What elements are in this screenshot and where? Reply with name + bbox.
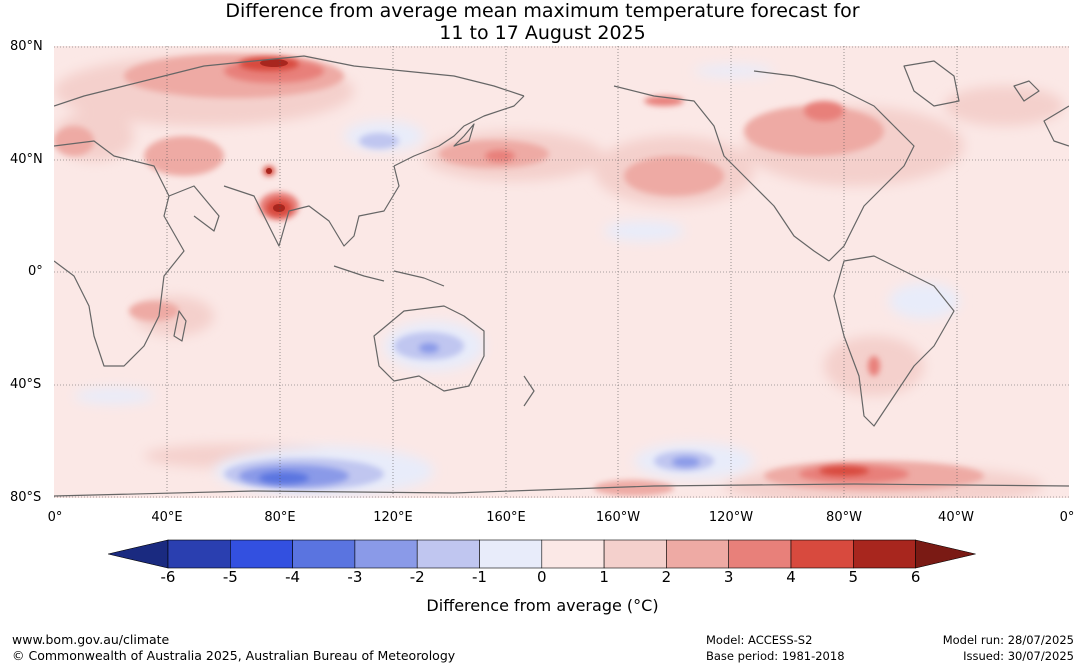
colorbar-tick-label: -3 [347, 568, 363, 586]
lat-label-40s: 40°S [10, 377, 42, 392]
colorbar-tick-label: 1 [599, 568, 609, 586]
lon-label-40e: 40°E [151, 510, 183, 525]
colorbar-tick-label: 6 [910, 568, 921, 586]
footer-model: Model: ACCESS-S2 [706, 633, 813, 647]
colorbar-extend-low [108, 539, 169, 569]
colorbar-tick-label: 0 [537, 568, 547, 586]
footer-model-run: Model run: 28/07/2025 [942, 633, 1074, 647]
lon-label-120w: 120°W [708, 510, 754, 525]
colorbar-tick-label: -5 [222, 568, 238, 586]
graticule [54, 46, 1069, 498]
coastlines [53, 55, 1070, 497]
colorbar-tick-label: -2 [409, 568, 425, 586]
lon-label-160w: 160°W [595, 510, 641, 525]
lon-label-160e: 160°E [486, 510, 526, 525]
colorbar-segment [790, 539, 854, 569]
footer-base-period: Base period: 1981-2018 [706, 649, 845, 663]
colorbar-segment [603, 539, 667, 569]
colorbar-segment [852, 539, 916, 569]
colorbar-segment [666, 539, 730, 569]
title-line-1: Difference from average mean maximum tem… [225, 0, 860, 22]
colorbar-tick-label: 5 [848, 568, 859, 586]
lat-label-40n: 40°N [10, 152, 43, 167]
colorbar-segment [292, 539, 356, 569]
title-line-2: 11 to 17 August 2025 [439, 22, 646, 44]
colorbar [108, 539, 976, 569]
colorbar-tick-label: 4 [786, 568, 796, 586]
footer-copyright: © Commonwealth of Australia 2025, Austra… [12, 648, 456, 663]
colorbar-segment [479, 539, 543, 569]
cool-anomaly-areas [74, 65, 959, 496]
lon-label-0-west: 0° [47, 510, 63, 525]
footer-issued: Issued: 30/07/2025 [963, 649, 1074, 663]
colorbar-tick-label: -6 [160, 568, 176, 586]
map-canvas [53, 46, 1070, 506]
lon-label-40w: 40°W [938, 510, 974, 525]
footer-url: www.bom.gov.au/climate [12, 632, 170, 647]
lat-label-80n: 80°N [10, 39, 43, 54]
lon-label-80e: 80°E [264, 510, 296, 525]
colorbar-tick-label: -4 [285, 568, 301, 586]
colorbar-segment [728, 539, 792, 569]
colorbar-segment [354, 539, 418, 569]
lon-label-0-east: 0° [1059, 510, 1075, 525]
lon-label-80w: 80°W [826, 510, 862, 525]
map-title: Difference from average mean maximum tem… [0, 0, 1085, 44]
colorbar-tick-label: 2 [661, 568, 672, 586]
forecast-map [53, 46, 1070, 506]
colorbar-tick-label: -1 [472, 568, 487, 586]
lat-label-80s: 80°S [10, 490, 42, 505]
colorbar-segment [167, 539, 231, 569]
colorbar-segment [416, 539, 480, 569]
colorbar-segment [541, 539, 605, 569]
colorbar-label: Difference from average (°C) [426, 596, 659, 615]
lon-label-120e: 120°E [373, 510, 413, 525]
colorbar-segments [108, 539, 976, 569]
colorbar-extend-high [915, 539, 976, 569]
colorbar-segment [230, 539, 293, 569]
lat-label-0: 0° [28, 264, 43, 279]
colorbar-tick-label: 3 [723, 568, 734, 586]
